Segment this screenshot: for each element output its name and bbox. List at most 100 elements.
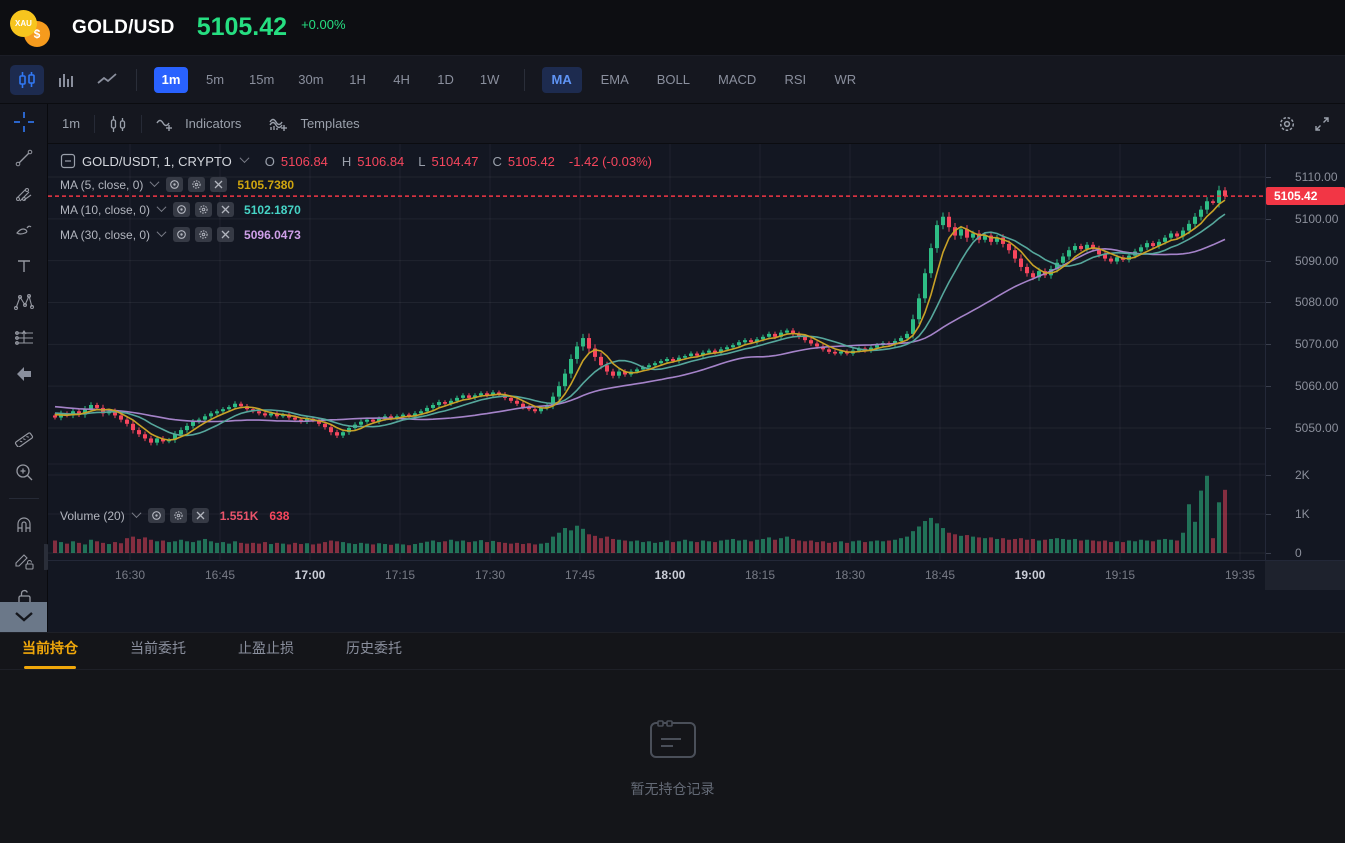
visibility-toggle-button[interactable]: [147, 508, 165, 523]
settings-button[interactable]: [195, 202, 213, 217]
chevron-down-icon[interactable]: [156, 201, 167, 212]
timeframe-15m[interactable]: 15m: [249, 72, 275, 87]
trend-line-tool[interactable]: [0, 140, 48, 176]
pitchfork-tool[interactable]: [0, 176, 48, 212]
bars-chart-button[interactable]: [50, 65, 84, 95]
open-value: 5106.84: [280, 153, 328, 169]
timeframe-1D[interactable]: 1D: [437, 72, 454, 87]
timeframe-1m[interactable]: 1m: [154, 66, 188, 93]
trend-line-icon: [15, 149, 33, 167]
drawing-toolbar: [0, 104, 52, 632]
time-tick: 17:00: [294, 568, 326, 582]
remove-button[interactable]: [217, 227, 235, 242]
interval-label: 1m: [62, 116, 81, 131]
text-tool[interactable]: [0, 248, 48, 284]
ma-value: 5105.7380: [237, 177, 295, 192]
candles-chart-button[interactable]: [10, 64, 44, 95]
interval-display[interactable]: 1m: [48, 104, 94, 143]
ma-label: MA (30, close, 0): [60, 227, 151, 242]
chart-plot-area[interactable]: [48, 144, 1265, 560]
chevron-down-icon[interactable]: [149, 176, 160, 187]
timeframe-group: 1m 5m 15m 30m 1H 4H 1D 1W: [149, 66, 512, 93]
zoom-in-tool[interactable]: [0, 454, 48, 490]
settings-button[interactable]: [188, 177, 206, 192]
price-axis[interactable]: 5110.00 5100.00 5090.00 5080.00 5070.00 5060.…: [1265, 144, 1345, 560]
low-label: L: [418, 153, 426, 169]
chart-settings-button[interactable]: [1277, 114, 1297, 134]
settings-button[interactable]: [195, 227, 213, 242]
timeframe-1H[interactable]: 1H: [349, 72, 366, 87]
close-value: 5105.42: [507, 153, 555, 169]
price-tick: 5050.00: [1266, 421, 1345, 435]
indicator-ema[interactable]: EMA: [600, 72, 629, 87]
positions-tab-2[interactable]: 止盈止损: [238, 640, 294, 656]
remove-button[interactable]: [210, 177, 228, 192]
chart-bottom-strip: [48, 590, 1345, 632]
time-tick: 18:30: [834, 568, 866, 582]
volume-tick: 0: [1266, 546, 1345, 560]
timeframe-1W[interactable]: 1W: [479, 72, 500, 87]
xabcd-pattern-icon: [14, 294, 34, 310]
brush-tool[interactable]: [0, 212, 48, 248]
time-tick: 17:15: [384, 568, 416, 582]
time-tick: 18:45: [924, 568, 956, 582]
ruler-tool[interactable]: [0, 418, 48, 454]
chart-toolbar: 1m 5m 15m 30m 1H 4H 1D 1W MA EMA BOLL MACD RSI WR: [0, 56, 1345, 104]
line-chart-button[interactable]: [90, 65, 124, 95]
indicator-rsi[interactable]: RSI: [784, 72, 807, 87]
indicators-label: Indicators: [185, 116, 242, 131]
empty-state: 暂无持仓记录: [0, 719, 1345, 799]
drawing-lock-tool[interactable]: [0, 543, 48, 579]
time-tick: 19:35: [1224, 568, 1256, 582]
change-value: -1.42 (-0.03%): [568, 153, 653, 169]
xabcd-pattern-tool[interactable]: [0, 284, 48, 320]
chevron-down-icon[interactable]: [156, 226, 167, 237]
visibility-toggle-button[interactable]: [173, 227, 191, 242]
indicator-wr[interactable]: WR: [834, 72, 857, 87]
positions-tab-3[interactable]: 历史委托: [346, 640, 402, 656]
magnet-icon: [17, 517, 31, 532]
chart-subtoolbar: 1m Indicators: [48, 104, 1345, 144]
visibility-toggle-button[interactable]: [173, 202, 191, 217]
indicator-ma[interactable]: MA: [541, 66, 582, 93]
indicator-boll[interactable]: BOLL: [656, 72, 691, 87]
price-change-percent: +0.00%: [301, 17, 346, 32]
legend-menu-icon[interactable]: [60, 153, 76, 169]
ohlc-row: GOLD/USDT, 1, CRYPTO O 5106.84 H 5106.84…: [60, 150, 652, 172]
remove-button[interactable]: [217, 202, 235, 217]
hide-drawing-toolbar-button[interactable]: [0, 602, 47, 632]
time-axis[interactable]: 16:30 16:45 17:00 17:15 17:30 17:45 18:00 18:15…: [48, 560, 1265, 590]
positions-tab-0[interactable]: 当前持仓: [22, 638, 78, 669]
positions-tab-1[interactable]: 当前委托: [130, 640, 186, 656]
volume-legend-row: Volume (20) 1.551K 638: [60, 503, 652, 528]
brush-icon: [16, 225, 32, 235]
templates-button[interactable]: Templates: [255, 104, 373, 143]
volume-current-value: 638: [269, 508, 290, 523]
ma-value: 5102.1870: [244, 202, 301, 217]
fullscreen-button[interactable]: [1313, 115, 1331, 133]
indicator-macd[interactable]: MACD: [718, 72, 757, 87]
axis-corner: [1265, 560, 1345, 590]
volume-ma-value: 1.551K: [219, 508, 259, 523]
chart-legend: GOLD/USDT, 1, CRYPTO O 5106.84 H 5106.84…: [60, 150, 652, 528]
visibility-toggle-button[interactable]: [166, 177, 184, 192]
xau-coin-icon: XAU: [10, 9, 37, 37]
fullscreen-icon: [1315, 116, 1329, 131]
chevron-down-icon[interactable]: [239, 153, 250, 164]
chevron-down-icon[interactable]: [131, 507, 142, 518]
remove-button[interactable]: [191, 508, 209, 523]
projection-tool[interactable]: [0, 320, 48, 356]
magnet-tool[interactable]: [0, 507, 48, 543]
crosshair-tool[interactable]: [0, 104, 48, 140]
legend-symbol[interactable]: GOLD/USDT, 1, CRYPTO: [82, 153, 232, 169]
settings-button[interactable]: [169, 508, 187, 523]
indicators-button[interactable]: Indicators: [142, 104, 255, 143]
back-arrow-tool[interactable]: [0, 356, 48, 392]
time-tick: 18:00: [654, 568, 686, 582]
timeframe-30m[interactable]: 30m: [298, 72, 324, 87]
timeframe-4H[interactable]: 4H: [393, 72, 410, 87]
time-tick: 16:45: [204, 568, 236, 582]
candle-style-button[interactable]: [95, 104, 141, 143]
timeframe-5m[interactable]: 5m: [205, 72, 225, 87]
